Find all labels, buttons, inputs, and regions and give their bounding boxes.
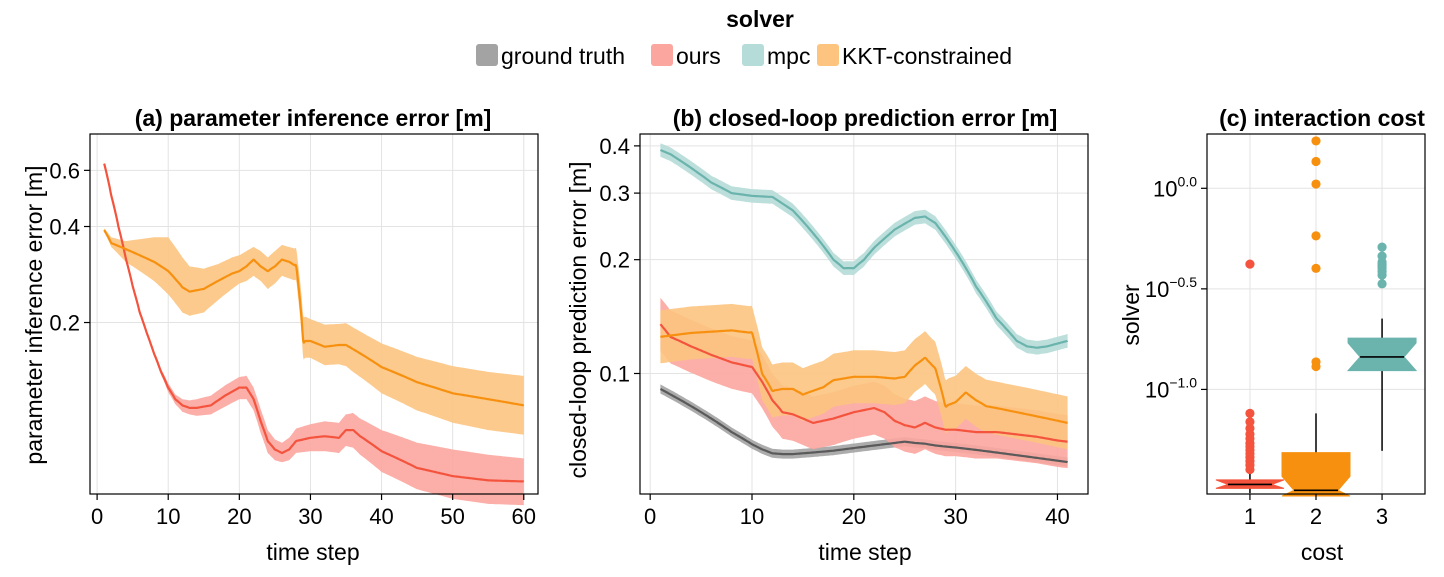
outlier-point <box>1311 179 1321 189</box>
x-tick-label: 2 <box>1310 504 1322 529</box>
outlier-point <box>1245 408 1255 418</box>
x-tick-label: 30 <box>298 504 322 529</box>
x-tick-label: 20 <box>227 504 251 529</box>
panel-b-xlabel: time step <box>818 539 911 565</box>
y-tick-label: 0.3 <box>599 181 630 206</box>
x-tick-label: 40 <box>1045 504 1069 529</box>
legend-label-kkt: KKT-constrained <box>842 43 1012 69</box>
outlier-point <box>1245 259 1255 269</box>
y-tick-label: 0.2 <box>49 311 80 336</box>
outlier-point <box>1311 357 1321 367</box>
y-tick-label: 10−0.5 <box>1145 274 1197 302</box>
panel-closed-loop: (b) closed-loop prediction error [m] tim… <box>565 105 1089 565</box>
x-tick-label: 10 <box>740 504 764 529</box>
legend-swatch-ground-truth <box>476 44 498 66</box>
panel-c-ylabel: solver <box>1118 284 1144 346</box>
legend-swatch-mpc <box>742 44 764 66</box>
box-body <box>1346 337 1418 372</box>
panel-c-boxes <box>1215 136 1418 497</box>
outlier-point <box>1311 156 1321 167</box>
x-tick-label: 0 <box>91 504 103 529</box>
panel-a-frame <box>89 133 539 495</box>
panel-a-lines <box>103 163 525 483</box>
legend-swatch-ours <box>651 44 673 66</box>
band-kkt-constrained <box>104 228 524 435</box>
panel-c-ticks: 1 2 3 10−1.0 10−0.5 100.0 <box>1145 173 1388 529</box>
panel-b-ticks: 0 10 20 30 40 0.1 0.2 0.3 0.4 <box>599 134 1069 529</box>
panel-a-title: (a) parameter inference error [m] <box>135 105 492 131</box>
panel-b-lines <box>659 149 1069 464</box>
panel-interaction-cost: (c) interaction cost cost solver 1 2 3 10−1… <box>1118 105 1426 565</box>
x-tick-label: 50 <box>440 504 464 529</box>
outlier-point <box>1311 136 1321 146</box>
panel-a-bands <box>104 162 524 506</box>
y-tick-label: 0.4 <box>599 134 630 159</box>
x-tick-label: 20 <box>842 504 866 529</box>
outlier-point <box>1377 279 1387 289</box>
panel-c-xlabel: cost <box>1301 539 1344 565</box>
line-kkt-constrained <box>660 329 1068 424</box>
panel-b-title: (b) closed-loop prediction error [m] <box>673 105 1058 131</box>
line-ground-truth <box>659 388 1068 464</box>
panel-b-ylabel: closed-loop prediction error [m] <box>565 161 591 478</box>
panel-b-bands <box>660 143 1068 469</box>
x-tick-label: 10 <box>156 504 180 529</box>
legend-title: solver <box>726 6 794 32</box>
outlier-point <box>1311 231 1321 241</box>
legend: solver ground truth ours mpc KKT-constra… <box>476 6 1012 69</box>
x-tick-label: 30 <box>943 504 967 529</box>
y-tick-label: 100.0 <box>1153 173 1197 201</box>
y-tick-label: 0.2 <box>599 248 630 273</box>
y-tick-label: 0.6 <box>49 158 80 183</box>
y-tick-label: 0.4 <box>49 215 80 240</box>
panel-c-title: (c) interaction cost <box>1219 105 1425 131</box>
band-ours <box>660 297 1068 469</box>
legend-label-ours: ours <box>676 43 721 69</box>
box-1 <box>1215 259 1285 494</box>
outlier-point <box>1245 417 1255 427</box>
outlier-point <box>1377 242 1387 252</box>
x-tick-label: 1 <box>1244 504 1256 529</box>
box-3 <box>1346 242 1418 451</box>
legend-swatch-kkt <box>817 44 839 66</box>
line-mpc <box>659 149 1069 349</box>
panel-a-xlabel: time step <box>266 539 359 565</box>
y-tick-label: 10−1.0 <box>1145 374 1197 402</box>
line-ours <box>659 323 1068 443</box>
legend-label-ground-truth: ground truth <box>501 43 625 69</box>
x-tick-label: 60 <box>512 504 536 529</box>
y-tick-label: 0.1 <box>599 361 630 386</box>
line-kkt-constrained <box>103 229 524 407</box>
panel-parameter-inference: (a) parameter inference error [m] time s… <box>21 105 539 565</box>
panel-a-grid <box>90 134 538 494</box>
outlier-point <box>1377 251 1387 261</box>
line-ours <box>103 163 525 483</box>
panel-a-ylabel: parameter inference error [m] <box>21 165 47 464</box>
outlier-point <box>1311 263 1321 273</box>
box-body <box>1281 452 1351 497</box>
x-tick-label: 0 <box>644 504 656 529</box>
box-2 <box>1281 136 1351 497</box>
x-tick-label: 40 <box>369 504 393 529</box>
outlier-point <box>1245 423 1255 433</box>
legend-label-mpc: mpc <box>767 43 810 69</box>
x-tick-label: 3 <box>1376 504 1388 529</box>
panel-a-ticks: 0 10 20 30 40 50 60 0.2 0.4 0.6 <box>49 158 536 529</box>
panel-b-frame <box>639 133 1089 495</box>
